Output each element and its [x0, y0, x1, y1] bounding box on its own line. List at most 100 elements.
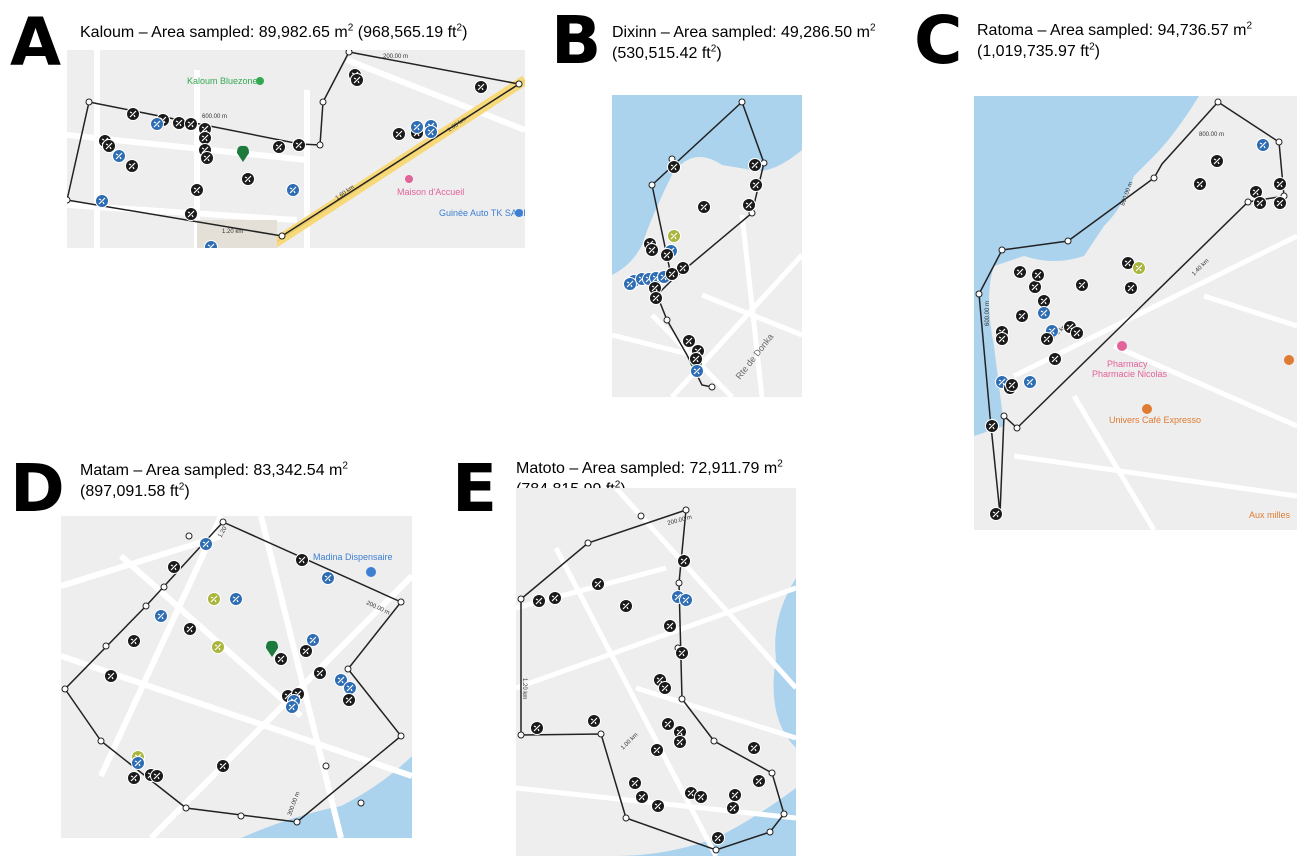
trap-black-marker-icon[interactable] — [675, 646, 689, 660]
trap-black-marker-icon[interactable] — [1070, 326, 1084, 340]
trap-black-marker-icon[interactable] — [1031, 268, 1045, 282]
trap-black-marker-icon[interactable] — [660, 248, 674, 262]
map-ratoma[interactable]: 800.00 m 800.00 m 1.40 km 600.00 m 1.60 … — [974, 96, 1297, 530]
trap-blue-marker-icon[interactable] — [334, 673, 348, 687]
trap-black-marker-icon[interactable] — [667, 160, 681, 174]
trap-blue-marker-icon[interactable] — [623, 277, 637, 291]
trap-black-marker-icon[interactable] — [184, 117, 198, 131]
trap-black-marker-icon[interactable] — [1040, 332, 1054, 346]
trap-black-marker-icon[interactable] — [167, 560, 181, 574]
trap-black-marker-icon[interactable] — [292, 138, 306, 152]
trap-blue-marker-icon[interactable] — [306, 633, 320, 647]
trap-black-marker-icon[interactable] — [274, 652, 288, 666]
trap-blue-marker-icon[interactable] — [229, 592, 243, 606]
poi-guinee[interactable]: Guinée Auto TK SARL — [439, 208, 525, 218]
trap-black-marker-icon[interactable] — [1005, 378, 1019, 392]
trap-black-marker-icon[interactable] — [198, 131, 212, 145]
trap-black-marker-icon[interactable] — [548, 591, 562, 605]
trap-black-marker-icon[interactable] — [677, 554, 691, 568]
trap-black-marker-icon[interactable] — [682, 334, 696, 348]
trap-blue-marker-icon[interactable] — [154, 609, 168, 623]
trap-black-marker-icon[interactable] — [728, 788, 742, 802]
trap-black-marker-icon[interactable] — [474, 80, 488, 94]
poi-cafe[interactable]: Univers Café Expresso — [1109, 404, 1201, 425]
poi-pharmacy[interactable]: Pharmacy Pharmacie Nicolas — [1092, 341, 1168, 379]
trap-blue-marker-icon[interactable] — [286, 183, 300, 197]
trap-black-marker-icon[interactable] — [299, 644, 313, 658]
trap-black-marker-icon[interactable] — [172, 116, 186, 130]
trap-black-marker-icon[interactable] — [216, 759, 230, 773]
trap-black-marker-icon[interactable] — [697, 200, 711, 214]
trap-black-marker-icon[interactable] — [190, 183, 204, 197]
trap-black-marker-icon[interactable] — [989, 507, 1003, 521]
trap-black-marker-icon[interactable] — [1273, 177, 1287, 191]
trap-black-marker-icon[interactable] — [532, 594, 546, 608]
trap-black-marker-icon[interactable] — [650, 743, 664, 757]
trap-black-marker-icon[interactable] — [104, 669, 118, 683]
trap-black-marker-icon[interactable] — [1121, 256, 1135, 270]
trap-blue-marker-icon[interactable] — [321, 571, 335, 585]
map-matoto[interactable]: 200.00 m 1.20 km 1.00 km — [516, 488, 796, 856]
trap-blue-marker-icon[interactable] — [679, 593, 693, 607]
trap-blue-marker-icon[interactable] — [1037, 306, 1051, 320]
trap-black-marker-icon[interactable] — [342, 693, 356, 707]
trap-blue-marker-icon[interactable] — [1256, 138, 1270, 152]
trap-black-marker-icon[interactable] — [995, 332, 1009, 346]
trap-black-marker-icon[interactable] — [651, 799, 665, 813]
trap-black-marker-icon[interactable] — [748, 158, 762, 172]
trap-black-marker-icon[interactable] — [1193, 177, 1207, 191]
trap-black-marker-icon[interactable] — [1253, 196, 1267, 210]
poi-accueil[interactable]: Maison d'Accueil — [397, 175, 464, 197]
trap-black-marker-icon[interactable] — [241, 172, 255, 186]
trap-black-marker-icon[interactable] — [673, 735, 687, 749]
trap-olive-marker-icon[interactable] — [667, 229, 681, 243]
trap-black-marker-icon[interactable] — [665, 267, 679, 281]
trap-black-marker-icon[interactable] — [1028, 280, 1042, 294]
trap-blue-marker-icon[interactable] — [199, 537, 213, 551]
trap-black-marker-icon[interactable] — [150, 769, 164, 783]
trap-black-marker-icon[interactable] — [126, 107, 140, 121]
trap-blue-marker-icon[interactable] — [285, 700, 299, 714]
trap-black-marker-icon[interactable] — [742, 198, 756, 212]
trap-black-marker-icon[interactable] — [658, 681, 672, 695]
trap-olive-marker-icon[interactable] — [207, 592, 221, 606]
trap-black-marker-icon[interactable] — [1015, 309, 1029, 323]
trap-blue-marker-icon[interactable] — [150, 117, 164, 131]
trap-black-marker-icon[interactable] — [127, 634, 141, 648]
trap-blue-marker-icon[interactable] — [410, 120, 424, 134]
trap-blue-marker-icon[interactable] — [343, 681, 357, 695]
map-kaloum[interactable]: 600.00 m 200.00 m 1.60 km 1.60 km 1.20 k… — [67, 50, 525, 248]
trap-black-marker-icon[interactable] — [587, 714, 601, 728]
poi-dispensaire[interactable]: Madina Dispensaire — [313, 552, 393, 577]
trap-black-marker-icon[interactable] — [1075, 278, 1089, 292]
trap-black-marker-icon[interactable] — [726, 801, 740, 815]
trap-black-marker-icon[interactable] — [649, 291, 663, 305]
trap-blue-marker-icon[interactable] — [690, 364, 704, 378]
trap-black-marker-icon[interactable] — [628, 776, 642, 790]
trap-black-marker-icon[interactable] — [350, 73, 364, 87]
trap-black-marker-icon[interactable] — [747, 741, 761, 755]
trap-black-marker-icon[interactable] — [127, 771, 141, 785]
trap-black-marker-icon[interactable] — [530, 721, 544, 735]
trap-black-marker-icon[interactable] — [125, 159, 139, 173]
map-matam[interactable]: 1.20 200.00 m 300.00 m Madina Dispensair… — [61, 516, 412, 838]
trap-black-marker-icon[interactable] — [272, 140, 286, 154]
trap-olive-marker-icon[interactable] — [1132, 261, 1146, 275]
trap-black-marker-icon[interactable] — [661, 717, 675, 731]
trap-black-marker-icon[interactable] — [752, 774, 766, 788]
trap-black-marker-icon[interactable] — [1048, 352, 1062, 366]
trap-black-marker-icon[interactable] — [1013, 265, 1027, 279]
trap-black-marker-icon[interactable] — [1273, 196, 1287, 210]
trap-black-marker-icon[interactable] — [749, 178, 763, 192]
trap-black-marker-icon[interactable] — [1210, 154, 1224, 168]
trap-black-marker-icon[interactable] — [711, 831, 725, 845]
trap-black-marker-icon[interactable] — [1124, 281, 1138, 295]
trap-blue-marker-icon[interactable] — [1023, 375, 1037, 389]
map-dixinn[interactable]: Rte de Donka — [612, 95, 802, 397]
trap-blue-marker-icon[interactable] — [424, 125, 438, 139]
trap-black-marker-icon[interactable] — [689, 352, 703, 366]
trap-olive-marker-icon[interactable] — [211, 640, 225, 654]
trap-black-marker-icon[interactable] — [645, 243, 659, 257]
trap-black-marker-icon[interactable] — [183, 622, 197, 636]
trap-black-marker-icon[interactable] — [663, 619, 677, 633]
